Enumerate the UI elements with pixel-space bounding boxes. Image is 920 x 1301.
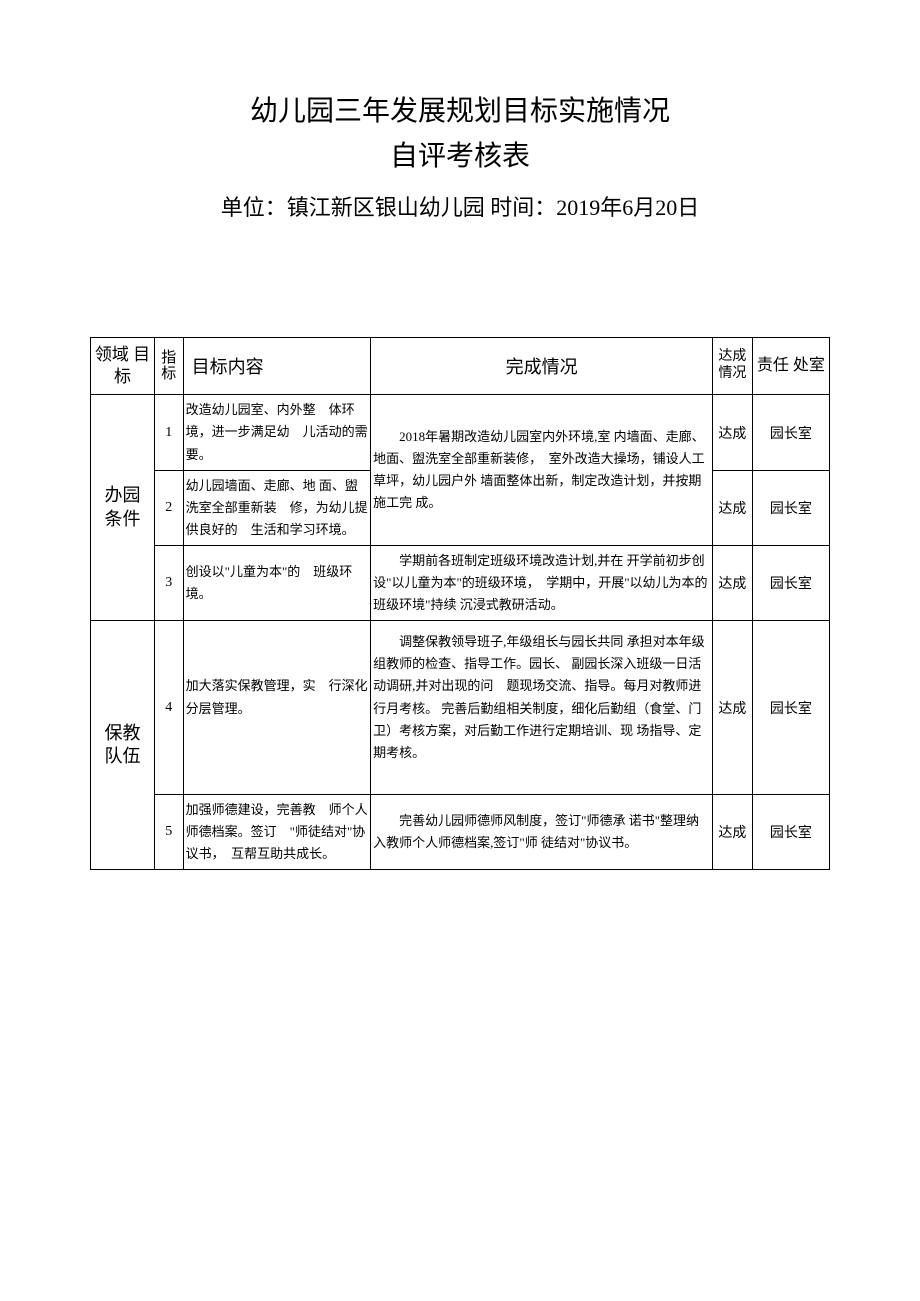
status-cell: 达成: [713, 395, 753, 470]
index-cell: 4: [154, 621, 183, 795]
table-row: 3 创设以"儿童为本"的 班级环境。 学期前各班制定班级环境改造计划,并在 开学…: [91, 545, 830, 620]
dept-cell: 园长室: [752, 470, 829, 545]
document-header: 幼儿园三年发展规划目标实施情况 自评考核表 单位：镇江新区银山幼儿园 时间：20…: [90, 90, 830, 227]
content-cell: 创设以"儿童为本"的 班级环境。: [183, 545, 371, 620]
content-cell: 加强师德建设，完善教 师个人师德档案。签订 "师徒结对"协议书， 互帮互助共成长…: [183, 794, 371, 869]
domain-cell-2: 保教 队伍: [91, 621, 155, 870]
table-row: 办园 条件 1 改造幼儿园室、内外整 体环境，进一步满足幼 儿活动的需要。 20…: [91, 395, 830, 470]
dept-cell: 园长室: [752, 621, 829, 795]
table-row: 保教 队伍 4 加大落实保教管理，实 行深化分层管理。 调整保教领导班子,年级组…: [91, 621, 830, 795]
table-row: 5 加强师德建设，完善教 师个人师德档案。签订 "师徒结对"协议书， 互帮互助共…: [91, 794, 830, 869]
table-header-row: 领域 目标 指标 目标内容 完成情况 达成情况 责任 处室: [91, 338, 830, 395]
assessment-table: 领域 目标 指标 目标内容 完成情况 达成情况 责任 处室 办园 条件 1 改造…: [90, 337, 830, 870]
content-cell: 改造幼儿园室、内外整 体环境，进一步满足幼 儿活动的需要。: [183, 395, 371, 470]
document-subtitle: 单位：镇江新区银山幼儿园 时间：2019年6月20日: [90, 188, 830, 228]
completion-cell: 完善幼儿园师德师风制度，签订"师德承 诺书"整理纳入教师个人师德档案,签订"师 …: [371, 794, 713, 869]
dept-cell: 园长室: [752, 395, 829, 470]
dept-cell: 园长室: [752, 794, 829, 869]
status-cell: 达成: [713, 794, 753, 869]
header-domain: 领域 目标: [91, 338, 155, 395]
completion-cell: 调整保教领导班子,年级组长与园长共同 承担对本年级组教师的检查、指导工作。园长、…: [371, 621, 713, 795]
header-content: 目标内容: [183, 338, 371, 395]
status-cell: 达成: [713, 470, 753, 545]
header-completion: 完成情况: [371, 338, 713, 395]
index-cell: 2: [154, 470, 183, 545]
index-cell: 5: [154, 794, 183, 869]
completion-cell: 学期前各班制定班级环境改造计划,并在 开学前初步创设"以儿童为本"的班级环境， …: [371, 545, 713, 620]
title-line-1: 幼儿园三年发展规划目标实施情况: [90, 90, 830, 135]
content-cell: 幼儿园墙面、走廊、地 面、盥洗室全部重新装 修，为幼儿提供良好的 生活和学习环境…: [183, 470, 371, 545]
content-cell: 加大落实保教管理，实 行深化分层管理。: [183, 621, 371, 795]
index-cell: 3: [154, 545, 183, 620]
domain-cell-1: 办园 条件: [91, 395, 155, 621]
title-line-2: 自评考核表: [90, 135, 830, 180]
header-index: 指标: [154, 338, 183, 395]
header-status: 达成情况: [713, 338, 753, 395]
dept-cell: 园长室: [752, 545, 829, 620]
status-cell: 达成: [713, 621, 753, 795]
completion-cell: 2018年暑期改造幼儿园室内外环境,室 内墙面、走廊、地面、盥洗室全部重新装修，…: [371, 395, 713, 546]
index-cell: 1: [154, 395, 183, 470]
status-cell: 达成: [713, 545, 753, 620]
header-dept: 责任 处室: [752, 338, 829, 395]
